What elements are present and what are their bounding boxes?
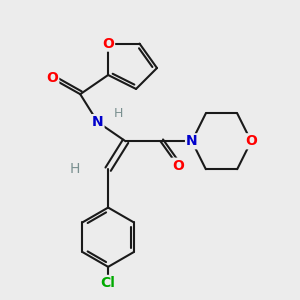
- Text: N: N: [186, 134, 198, 148]
- Text: O: O: [46, 71, 58, 85]
- Text: N: N: [92, 115, 103, 129]
- Text: Cl: Cl: [101, 276, 116, 290]
- Text: H: H: [114, 107, 123, 120]
- Text: O: O: [172, 159, 184, 173]
- Text: H: H: [70, 162, 80, 176]
- Text: O: O: [102, 37, 114, 51]
- Text: O: O: [245, 134, 257, 148]
